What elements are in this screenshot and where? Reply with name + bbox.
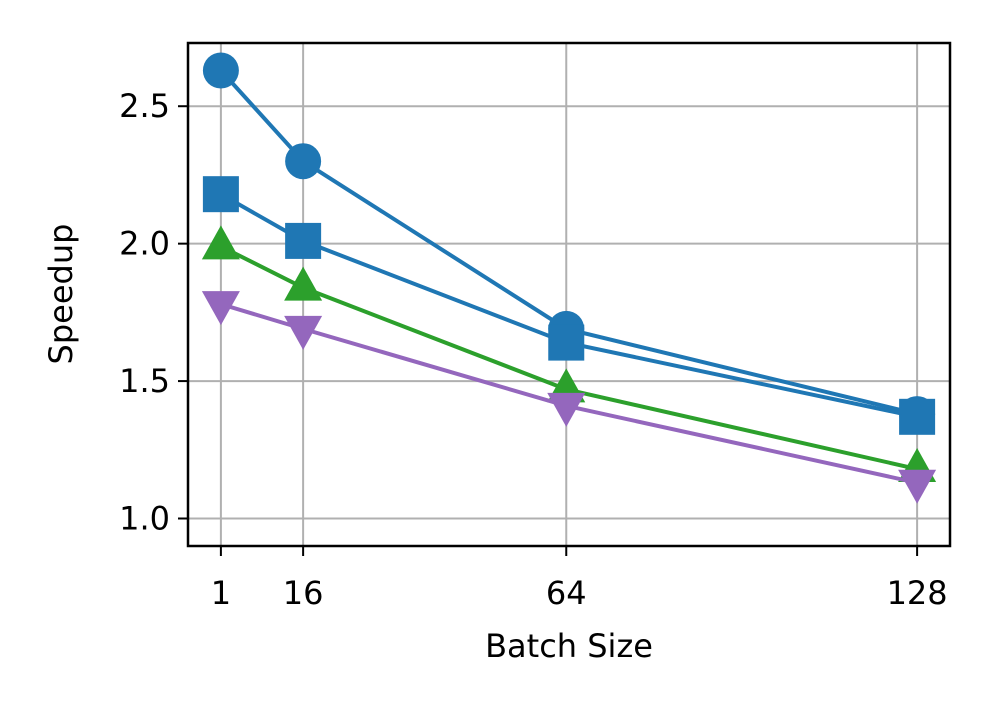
y-axis-label: Speedup <box>42 224 80 365</box>
series-line <box>219 192 918 419</box>
plot-frame <box>186 41 952 548</box>
data-point <box>547 392 586 427</box>
y-tick-label: 2.5 <box>119 87 170 125</box>
data-point <box>284 266 323 301</box>
x-tick-label: 16 <box>283 574 324 612</box>
data-point <box>201 291 240 326</box>
x-tick-label: 128 <box>887 574 948 612</box>
data-point <box>202 52 239 89</box>
y-tick-label: 1.0 <box>119 500 170 538</box>
y-axis: 1.0 1.5 2.0 2.5 <box>119 87 188 538</box>
data-point <box>201 225 240 260</box>
data-point <box>285 143 322 180</box>
series-triangle-down <box>201 291 937 504</box>
y-tick-label: 1.5 <box>119 362 170 400</box>
series-line <box>219 244 918 471</box>
data-point <box>285 222 322 259</box>
data-point <box>898 469 937 504</box>
data-point <box>202 176 239 213</box>
x-axis-label: Batch Size <box>485 627 653 665</box>
series-square <box>202 176 936 435</box>
series-line <box>219 69 918 417</box>
data-point <box>899 398 936 435</box>
x-tick-label: 1 <box>211 574 231 612</box>
series-line <box>220 302 918 485</box>
x-tick-label: 64 <box>546 574 587 612</box>
x-axis: 1 16 64 128 <box>211 546 948 612</box>
y-tick-label: 2.0 <box>119 225 170 263</box>
data-point <box>284 315 323 350</box>
series-group <box>201 52 937 504</box>
data-point <box>548 324 585 361</box>
